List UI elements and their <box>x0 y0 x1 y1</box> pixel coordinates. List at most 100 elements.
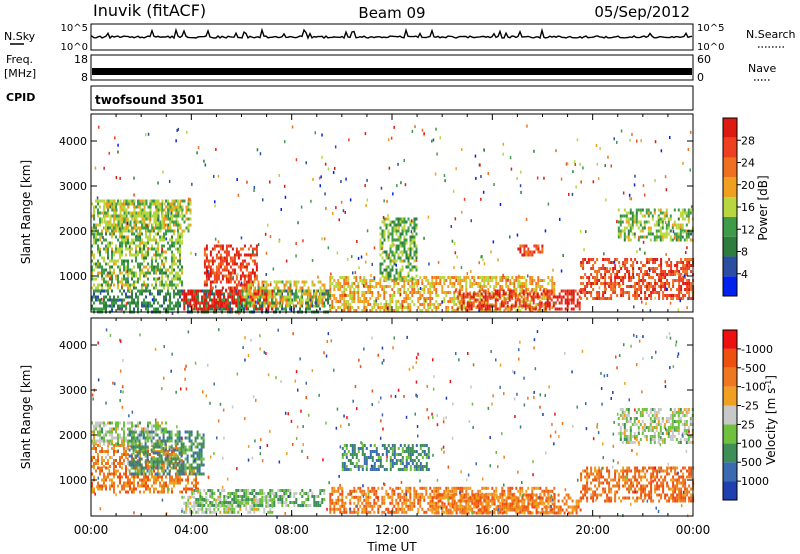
range-gate-cell <box>554 301 556 305</box>
range-gate-cell <box>630 285 633 288</box>
cpid-value: twofsound 3501 <box>95 93 204 107</box>
range-gate-cell <box>97 444 99 447</box>
range-gate-cell <box>686 285 689 288</box>
range-gate-cell <box>103 199 105 203</box>
range-gate-cell <box>219 280 222 284</box>
range-gate-cell <box>655 229 658 233</box>
range-gate-cell <box>91 268 93 272</box>
range-gate-cell <box>498 292 501 296</box>
range-gate-cell <box>93 462 95 465</box>
range-gate-cell <box>369 279 372 282</box>
range-gate-cell <box>259 301 262 305</box>
range-gate-cell <box>171 208 174 212</box>
range-gate-cell <box>495 285 498 288</box>
range-gate-cell <box>139 214 142 218</box>
range-gate-cell <box>486 298 489 302</box>
range-gate-cell <box>129 271 131 275</box>
range-gate-cell <box>101 256 103 260</box>
range-gate-cell <box>93 447 95 450</box>
range-gate-cell <box>323 283 326 287</box>
range-gate-cell <box>173 241 175 245</box>
range-gate-cell <box>189 292 192 296</box>
range-gate-cell <box>209 298 211 302</box>
range-gate-cell <box>155 253 157 257</box>
range-gate-cell <box>225 262 228 266</box>
range-gate-cell <box>229 244 232 248</box>
range-gate-cell <box>145 133 147 137</box>
range-gate-cell <box>235 304 238 308</box>
range-gate-cell <box>363 309 366 312</box>
range-gate-cell <box>556 307 559 311</box>
range-gate-cell <box>646 285 649 288</box>
range-gate-cell <box>125 277 127 281</box>
range-gate-cell <box>482 190 485 194</box>
range-gate-cell <box>604 297 607 300</box>
range-gate-cell <box>633 183 636 187</box>
range-gate-cell <box>349 309 352 312</box>
range-gate-cell <box>517 279 520 282</box>
beam-title: Beam 09 <box>358 4 425 22</box>
range-gate-cell <box>678 273 681 276</box>
range-gate-cell <box>217 301 220 305</box>
range-gate-cell <box>385 306 388 309</box>
range-gate-cell <box>175 238 177 242</box>
range-gate-cell <box>572 307 575 311</box>
range-gate-cell <box>540 304 543 308</box>
range-gate-cell <box>189 301 192 305</box>
range-gate-cell <box>407 271 410 275</box>
range-gate-cell <box>411 226 414 230</box>
range-gate-cell <box>155 232 157 236</box>
range-gate-cell <box>121 487 123 491</box>
range-gate-cell <box>159 238 161 242</box>
range-gate-cell <box>143 271 145 275</box>
range-gate-cell <box>409 247 412 251</box>
range-gate-cell <box>233 301 236 305</box>
range-gate-cell <box>637 238 640 242</box>
range-gate-cell <box>385 274 388 278</box>
range-gate-cell <box>551 276 554 279</box>
range-gate-cell <box>546 289 549 293</box>
range-gate-cell <box>121 283 123 287</box>
range-gate-cell <box>143 259 145 263</box>
range-gate-cell <box>255 292 258 296</box>
range-gate-cell <box>411 288 414 291</box>
range-gate-cell <box>167 211 170 215</box>
range-gate-cell <box>439 276 442 279</box>
range-gate-cell <box>672 270 675 273</box>
range-gate-cell <box>502 304 505 308</box>
range-gate-cell <box>371 306 374 309</box>
range-gate-cell <box>157 244 159 248</box>
range-gate-cell <box>113 487 115 491</box>
range-gate-cell <box>671 226 674 230</box>
range-gate-cell <box>582 261 585 264</box>
range-gate-cell <box>690 130 692 134</box>
range-gate-cell <box>617 226 620 230</box>
range-gate-cell <box>147 283 149 287</box>
range-gate-cell <box>683 217 686 221</box>
range-gate-cell <box>107 298 109 302</box>
range-gate-cell <box>654 140 657 144</box>
range-gate-cell <box>252 250 254 254</box>
range-gate-cell <box>526 124 528 128</box>
range-gate-cell <box>393 125 395 129</box>
range-gate-cell <box>385 256 388 260</box>
range-gate-cell <box>617 220 620 224</box>
range-gate-cell <box>273 292 276 296</box>
range-gate-cell <box>131 259 133 263</box>
range-gate-cell <box>484 298 487 302</box>
range-gate-cell <box>247 283 250 287</box>
range-gate-cell <box>381 274 384 278</box>
range-gate-cell <box>251 298 254 302</box>
range-gate-cell <box>135 205 138 209</box>
range-gate-cell <box>507 276 510 279</box>
range-gate-cell <box>251 283 254 287</box>
range-gate-cell <box>133 490 135 494</box>
range-gate-cell <box>504 307 507 311</box>
range-gate-cell <box>417 300 420 303</box>
range-gate-cell <box>147 484 149 488</box>
range-gate-cell <box>253 247 256 251</box>
range-gate-cell <box>395 268 398 272</box>
range-gate-cell <box>103 450 105 453</box>
range-gate-cell <box>379 247 382 251</box>
range-gate-cell <box>496 298 499 302</box>
